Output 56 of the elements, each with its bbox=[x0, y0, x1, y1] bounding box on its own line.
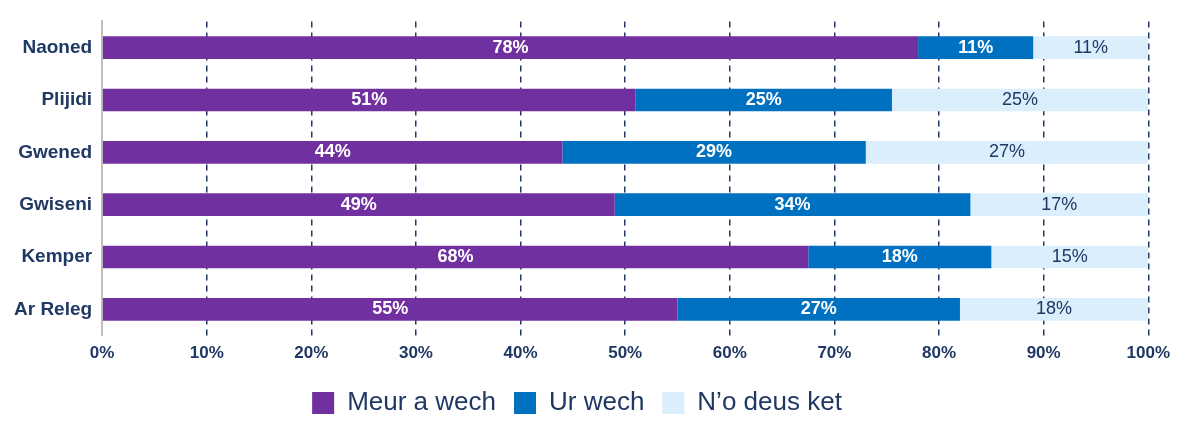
data-label: 49% bbox=[340, 193, 377, 214]
data-label: 29% bbox=[696, 141, 733, 162]
bar bbox=[959, 298, 1149, 321]
bar bbox=[808, 245, 992, 269]
x-tick-label: 40% bbox=[503, 343, 538, 363]
y-tick-label: Kemper bbox=[21, 245, 93, 267]
bar bbox=[102, 88, 636, 112]
data-label: 78% bbox=[492, 36, 529, 57]
bar bbox=[102, 193, 615, 216]
data-label: 17% bbox=[1041, 193, 1078, 214]
data-label: 34% bbox=[774, 193, 811, 214]
x-tick-label: 70% bbox=[817, 343, 852, 363]
data-label: 51% bbox=[351, 88, 388, 109]
bar bbox=[991, 245, 1149, 269]
data-label: 11% bbox=[1073, 36, 1109, 57]
bar bbox=[102, 298, 678, 321]
legend-label: Meur a wech bbox=[347, 386, 496, 417]
data-label: 18% bbox=[1036, 298, 1073, 319]
bar bbox=[562, 141, 866, 164]
y-tick-label: Ar Releg bbox=[13, 297, 93, 319]
legend-label: N’o deus ket bbox=[697, 386, 843, 417]
x-tick-label: 10% bbox=[189, 343, 224, 363]
legend-label: Ur wech bbox=[548, 386, 645, 417]
y-tick-label: Naoned bbox=[22, 35, 93, 57]
data-label: 15% bbox=[1051, 246, 1088, 267]
x-tick-label: 50% bbox=[608, 343, 643, 363]
bar bbox=[102, 245, 809, 269]
bar bbox=[865, 141, 1149, 164]
bar bbox=[102, 36, 919, 59]
data-label: 25% bbox=[1002, 88, 1039, 109]
bar bbox=[918, 36, 1034, 59]
x-tick-label: 30% bbox=[398, 343, 433, 363]
x-tick-label: 0% bbox=[89, 343, 115, 363]
data-label: 55% bbox=[372, 298, 409, 319]
x-tick-label: 100% bbox=[1126, 343, 1170, 363]
bar bbox=[102, 141, 563, 164]
data-label: 18% bbox=[881, 246, 918, 267]
y-tick-label: Plijidi bbox=[41, 88, 93, 110]
x-tick-label: 80% bbox=[922, 343, 957, 363]
bar bbox=[891, 88, 1149, 112]
data-label: 68% bbox=[437, 246, 474, 267]
bar bbox=[970, 193, 1149, 216]
bar bbox=[614, 193, 971, 216]
x-tick-label: 20% bbox=[294, 343, 329, 363]
data-label: 44% bbox=[314, 141, 351, 162]
data-label: 27% bbox=[800, 298, 837, 319]
bar bbox=[635, 88, 892, 112]
x-tick-label: 60% bbox=[712, 343, 747, 363]
bar bbox=[1033, 36, 1149, 59]
y-tick-label: Gwiseni bbox=[19, 192, 93, 214]
data-label: 11% bbox=[958, 36, 994, 57]
bar bbox=[677, 298, 960, 321]
x-tick-label: 90% bbox=[1026, 343, 1061, 363]
data-label: 25% bbox=[745, 88, 782, 109]
data-label: 27% bbox=[989, 141, 1026, 162]
y-tick-label: Gwened bbox=[18, 140, 93, 162]
